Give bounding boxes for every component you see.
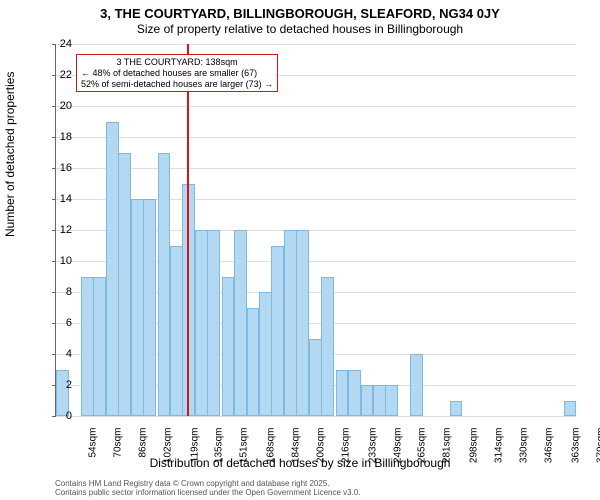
histogram-bar xyxy=(385,385,398,416)
histogram-bar xyxy=(373,385,386,416)
ytick-label: 24 xyxy=(48,38,72,50)
histogram-bar xyxy=(259,292,272,416)
xtick-label: 249sqm xyxy=(392,428,403,468)
histogram-bar xyxy=(336,370,349,417)
ytick-label: 12 xyxy=(48,224,72,236)
xtick-label: 330sqm xyxy=(518,428,529,468)
gridline xyxy=(56,106,576,107)
gridline xyxy=(56,416,576,417)
annotation-line: 52% of semi-detached houses are larger (… xyxy=(81,79,273,90)
histogram-bar xyxy=(271,246,284,417)
ytick-label: 22 xyxy=(48,69,72,81)
histogram-bar xyxy=(195,230,208,416)
footer-attribution: Contains HM Land Registry data © Crown c… xyxy=(55,479,361,498)
annotation-line: 3 THE COURTYARD: 138sqm xyxy=(81,57,273,68)
ytick-label: 18 xyxy=(48,131,72,143)
xtick-label: 314sqm xyxy=(494,428,505,468)
histogram-bar xyxy=(296,230,309,416)
annotation-line: ← 48% of detached houses are smaller (67… xyxy=(81,68,273,79)
ytick-label: 6 xyxy=(48,317,72,329)
histogram-bar xyxy=(222,277,235,417)
xtick-label: 184sqm xyxy=(291,428,302,468)
xtick-label: 168sqm xyxy=(266,428,277,468)
histogram-bar xyxy=(81,277,94,417)
xtick-label: 281sqm xyxy=(442,428,453,468)
y-axis-label: Number of detached properties xyxy=(3,72,17,237)
histogram-bar xyxy=(410,354,423,416)
histogram-bar xyxy=(348,370,361,417)
xtick-label: 265sqm xyxy=(417,428,428,468)
histogram-bar xyxy=(170,246,183,417)
histogram-bar xyxy=(309,339,322,417)
xtick-label: 102sqm xyxy=(162,428,173,468)
xtick-label: 151sqm xyxy=(239,428,250,468)
xtick-label: 346sqm xyxy=(543,428,554,468)
histogram-bar xyxy=(284,230,297,416)
plot-area: 3 THE COURTYARD: 138sqm← 48% of detached… xyxy=(55,44,576,417)
xtick-label: 70sqm xyxy=(112,428,123,468)
reference-vline xyxy=(187,44,189,416)
histogram-bar xyxy=(143,199,156,416)
ytick-label: 4 xyxy=(48,348,72,360)
histogram-bar xyxy=(564,401,577,417)
xtick-label: 379sqm xyxy=(595,428,600,468)
xtick-label: 298sqm xyxy=(469,428,480,468)
histogram-bar xyxy=(158,153,171,417)
histogram-bar xyxy=(234,230,247,416)
histogram-bar xyxy=(321,277,334,417)
chart-title-main: 3, THE COURTYARD, BILLINGBOROUGH, SLEAFO… xyxy=(0,6,600,21)
ytick-label: 14 xyxy=(48,193,72,205)
histogram-bar xyxy=(207,230,220,416)
gridline xyxy=(56,168,576,169)
ytick-label: 16 xyxy=(48,162,72,174)
ytick-label: 20 xyxy=(48,100,72,112)
xtick-label: 86sqm xyxy=(137,428,148,468)
xtick-label: 119sqm xyxy=(189,428,200,468)
chart-title-sub: Size of property relative to detached ho… xyxy=(0,22,600,36)
xtick-label: 216sqm xyxy=(340,428,351,468)
histogram-bar xyxy=(118,153,131,417)
histogram-bar xyxy=(361,385,374,416)
chart-container: 3, THE COURTYARD, BILLINGBOROUGH, SLEAFO… xyxy=(0,0,600,500)
ytick-label: 0 xyxy=(48,410,72,422)
xtick-label: 200sqm xyxy=(315,428,326,468)
xtick-label: 233sqm xyxy=(367,428,378,468)
histogram-bar xyxy=(247,308,260,417)
gridline xyxy=(56,137,576,138)
annotation-box: 3 THE COURTYARD: 138sqm← 48% of detached… xyxy=(76,54,278,92)
histogram-bar xyxy=(131,199,144,416)
histogram-bar xyxy=(93,277,106,417)
xtick-label: 363sqm xyxy=(570,428,581,468)
footer-line-1: Contains HM Land Registry data © Crown c… xyxy=(55,479,361,489)
gridline xyxy=(56,44,576,45)
ytick-label: 8 xyxy=(48,286,72,298)
xtick-label: 135sqm xyxy=(214,428,225,468)
xtick-label: 54sqm xyxy=(88,428,99,468)
histogram-bar xyxy=(106,122,119,417)
histogram-bar xyxy=(450,401,463,417)
ytick-label: 10 xyxy=(48,255,72,267)
ytick-label: 2 xyxy=(48,379,72,391)
footer-line-2: Contains public sector information licen… xyxy=(55,488,361,498)
